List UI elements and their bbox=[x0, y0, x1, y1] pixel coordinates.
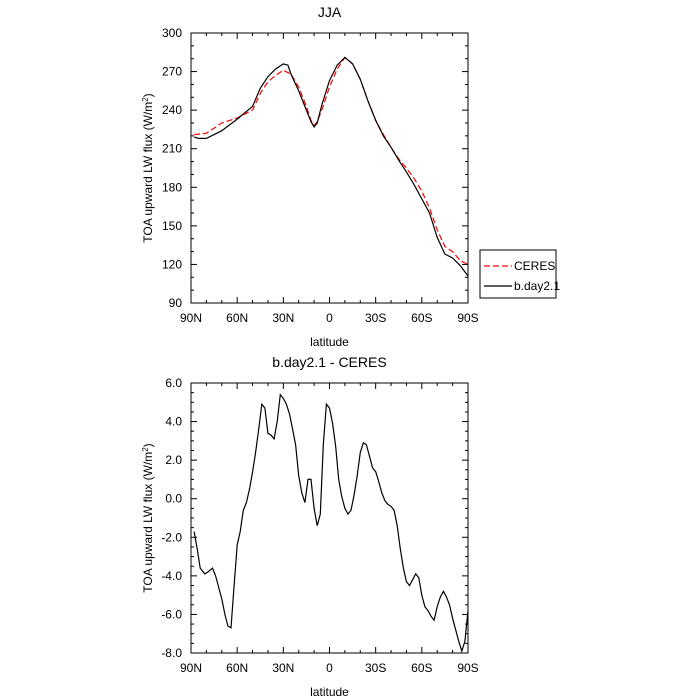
x-tick-label: 90S bbox=[457, 311, 478, 325]
x-tick-label: 90N bbox=[180, 311, 202, 325]
difference-line bbox=[193, 393, 468, 653]
y-tick-label: 270 bbox=[162, 65, 182, 79]
x-tick-label: 0 bbox=[326, 661, 333, 675]
y-tick-label: 2.0 bbox=[165, 453, 182, 467]
y-axis-label: TOA upward LW flux (W/m2) bbox=[141, 93, 156, 242]
y-tick-label: 180 bbox=[162, 180, 182, 194]
y-tick-label: -8.0 bbox=[161, 646, 182, 660]
legend-box bbox=[479, 249, 557, 299]
chart-title: b.day2.1 - CERES bbox=[272, 354, 386, 370]
chart-title: JJA bbox=[318, 4, 342, 20]
plot-frame bbox=[190, 382, 469, 654]
legend-label: CERES bbox=[514, 259, 555, 273]
x-tick-label: 60S bbox=[411, 661, 432, 675]
y-tick-label: -4.0 bbox=[161, 569, 182, 583]
y-tick-label: 240 bbox=[162, 103, 182, 117]
y-tick-label: 300 bbox=[162, 26, 182, 40]
x-tick-label: 60N bbox=[226, 311, 248, 325]
x-axis-label: latitude bbox=[310, 335, 349, 349]
legend: CERES b.day2.1 bbox=[479, 249, 560, 299]
y-tick-label: 150 bbox=[162, 219, 182, 233]
x-tick-label: 30N bbox=[272, 661, 294, 675]
x-tick-label: 90N bbox=[180, 661, 202, 675]
chart-panel-0: 90N 60N 30N 0 30S 60S 90S 90 120 150 180 210 240 270 3… bbox=[141, 4, 561, 349]
y-tick-label: 90 bbox=[169, 296, 183, 310]
y-tick-label: -6.0 bbox=[161, 607, 182, 621]
y-tick-label: 0.0 bbox=[165, 492, 182, 506]
x-tick-label: 30S bbox=[365, 311, 386, 325]
y-tick-label: 4.0 bbox=[165, 415, 182, 429]
legend-label: b.day2.1 bbox=[514, 279, 560, 293]
x-tick-label: 60N bbox=[226, 661, 248, 675]
x-tick-label: 0 bbox=[326, 311, 333, 325]
y-tick-label: -2.0 bbox=[161, 530, 182, 544]
series-line-b-day2-1 bbox=[193, 56, 468, 277]
y-tick-label: 120 bbox=[162, 257, 182, 271]
x-tick-label: 30N bbox=[272, 311, 294, 325]
series-line-ceres bbox=[194, 56, 468, 265]
y-tick-label: 6.0 bbox=[165, 376, 182, 390]
x-tick-label: 30S bbox=[365, 661, 386, 675]
plot-frame bbox=[190, 32, 469, 304]
x-axis-label: latitude bbox=[310, 685, 349, 699]
y-axis-label: TOA upward LW flux (W/m2) bbox=[141, 443, 156, 592]
x-tick-label: 60S bbox=[411, 311, 432, 325]
y-tick-label: 210 bbox=[162, 142, 182, 156]
x-tick-label: 90S bbox=[457, 661, 478, 675]
chart-panel-1: 90N 60N 30N 0 30S 60S 90S -8.0 -6.0 -4.0 -2.0 0.0 2.… bbox=[141, 354, 479, 699]
